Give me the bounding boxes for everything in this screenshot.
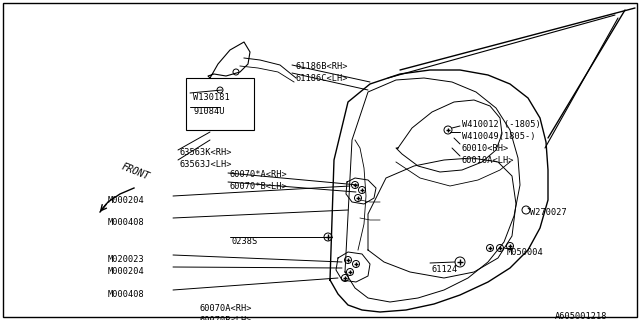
Text: 63563J<LH>: 63563J<LH> xyxy=(180,160,232,169)
Text: 63563K<RH>: 63563K<RH> xyxy=(180,148,232,157)
Text: FRONT: FRONT xyxy=(120,162,151,182)
Text: 61124: 61124 xyxy=(432,265,458,274)
Text: M000408: M000408 xyxy=(108,218,145,227)
Text: 60010A<LH>: 60010A<LH> xyxy=(462,156,515,165)
Text: W410012 (-1805): W410012 (-1805) xyxy=(462,120,541,129)
Text: W130181: W130181 xyxy=(193,93,230,102)
Text: 60070B<LH>: 60070B<LH> xyxy=(200,316,253,320)
Text: 60070*A<RH>: 60070*A<RH> xyxy=(230,170,288,179)
Text: A605001218: A605001218 xyxy=(555,312,607,320)
Text: 91084U: 91084U xyxy=(193,107,225,116)
Text: 60070A<RH>: 60070A<RH> xyxy=(200,304,253,313)
Text: 61186B<RH>: 61186B<RH> xyxy=(295,62,348,71)
Text: M000204: M000204 xyxy=(108,267,145,276)
Text: 60010<RH>: 60010<RH> xyxy=(462,144,509,153)
Text: 61186C<LH>: 61186C<LH> xyxy=(295,74,348,83)
Text: M020023: M020023 xyxy=(108,255,145,264)
Text: W270027: W270027 xyxy=(530,208,567,217)
Text: 60070*B<LH>: 60070*B<LH> xyxy=(230,182,288,191)
Text: W410049(1805-): W410049(1805-) xyxy=(462,132,536,141)
Bar xyxy=(186,78,254,130)
Text: M000408: M000408 xyxy=(108,290,145,299)
Text: M000204: M000204 xyxy=(108,196,145,205)
Text: 0238S: 0238S xyxy=(232,237,259,246)
Text: M050004: M050004 xyxy=(507,248,544,257)
